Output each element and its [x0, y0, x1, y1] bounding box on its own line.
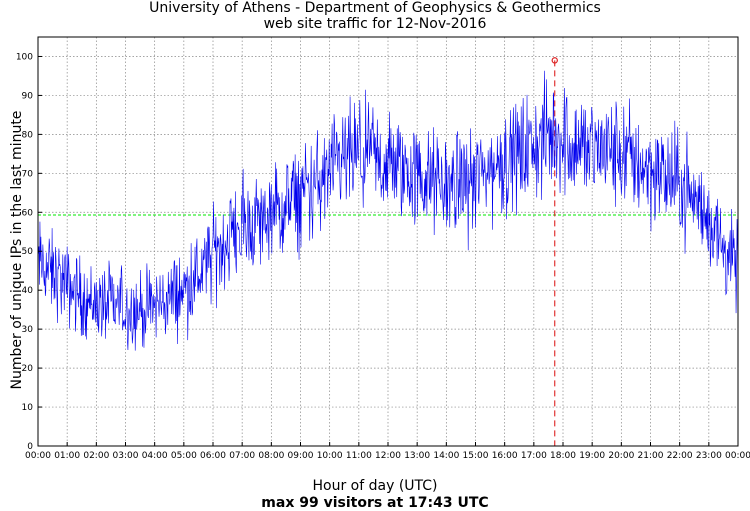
x-tick-label: 00:00 [725, 451, 750, 461]
y-tick-label: 70 [22, 169, 34, 179]
x-tick-label: 02:00 [83, 451, 109, 461]
x-axis-label: Hour of day (UTC) [312, 478, 438, 494]
max-marker-point [551, 57, 558, 64]
chart-title: University of Athens - Department of Geo… [149, 0, 601, 16]
y-tick-label: 100 [16, 52, 33, 62]
y-tick-label: 50 [22, 247, 34, 257]
plot-frame [37, 36, 739, 447]
y-tick-label: 60 [22, 208, 34, 218]
series-line [37, 70, 739, 351]
x-tick-label: 00:00 [25, 451, 51, 461]
x-tick-label: 16:00 [492, 451, 518, 461]
x-tick-label: 23:00 [696, 451, 722, 461]
x-tick-label: 21:00 [638, 451, 664, 461]
x-tick-label: 08:00 [258, 451, 284, 461]
y-tick-label: 20 [22, 364, 34, 374]
x-tick-label: 10:00 [317, 451, 343, 461]
x-tick-label: 05:00 [171, 451, 197, 461]
x-tick-label: 09:00 [288, 451, 314, 461]
x-tick-label: 01:00 [54, 451, 80, 461]
x-tick-label: 14:00 [433, 451, 459, 461]
x-tick-label: 07:00 [229, 451, 255, 461]
x-tick-label: 11:00 [346, 451, 372, 461]
y-tick-label: 80 [22, 130, 34, 140]
x-tick-label: 12:00 [375, 451, 401, 461]
x-tick-label: 20:00 [608, 451, 634, 461]
reference-lines [38, 57, 738, 446]
x-tick-label: 18:00 [550, 451, 576, 461]
grid [38, 37, 738, 446]
x-tick-label: 15:00 [463, 451, 489, 461]
axes [37, 36, 739, 447]
x-tick-label: 22:00 [667, 451, 693, 461]
chart-subtitle: web site traffic for 12-Nov-2016 [263, 16, 487, 32]
y-tick-label: 40 [22, 286, 34, 296]
series-layer [37, 70, 739, 351]
y-tick-label: 30 [22, 325, 34, 335]
x-tick-label: 19:00 [579, 451, 605, 461]
y-tick-label: 0 [27, 442, 33, 452]
x-tick-label: 13:00 [404, 451, 430, 461]
x-tick-label: 04:00 [142, 451, 168, 461]
x-tick-label: 17:00 [521, 451, 547, 461]
y-tick-label: 90 [22, 91, 34, 101]
tick-labels: 00:00 01:00 02:00 03:00 04:00 05:00 06:00 07:00… [16, 52, 750, 461]
x-tick-label: 03:00 [113, 451, 139, 461]
y-tick-label: 10 [22, 403, 34, 413]
max-visitors-note: max 99 visitors at 17:43 UTC [261, 495, 489, 511]
x-tick-label: 06:00 [200, 451, 226, 461]
